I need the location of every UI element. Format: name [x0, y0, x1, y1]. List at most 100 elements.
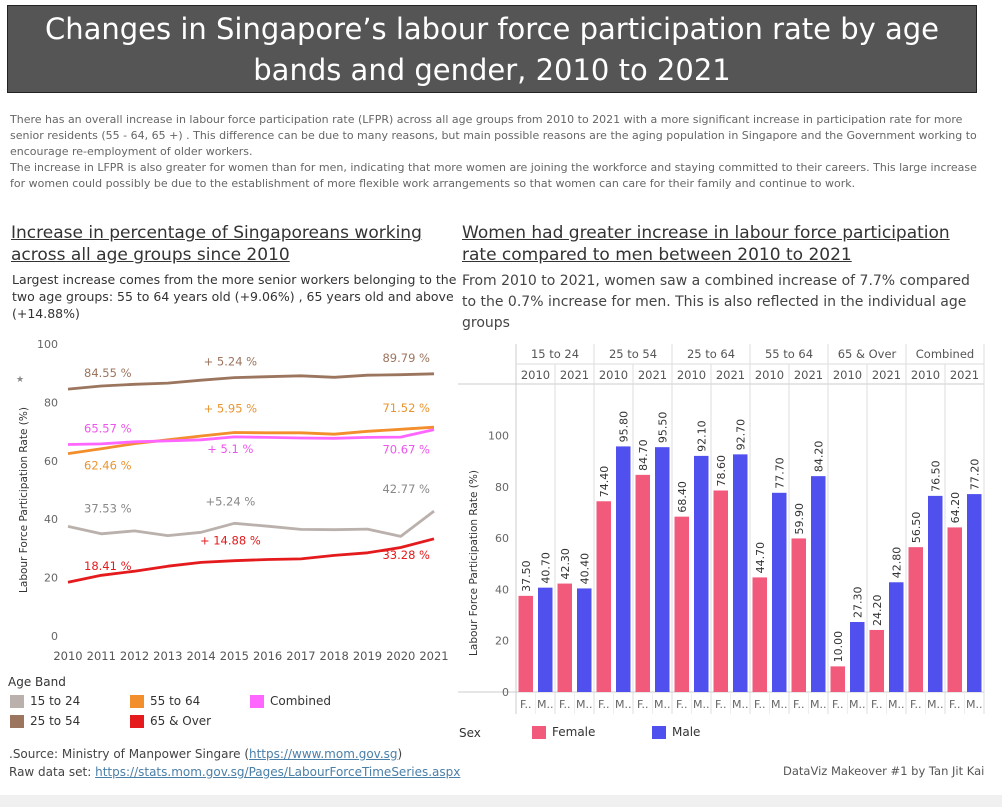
- legend-item-female[interactable]: Female: [532, 725, 595, 739]
- series-line-65-over: [67, 537, 435, 584]
- raw-prefix: Raw data set:: [9, 765, 96, 779]
- year-header: 2021: [794, 368, 823, 382]
- legend-label: 25 to 54: [30, 714, 81, 728]
- sex-tick-label: F..: [754, 698, 766, 711]
- start-value-label: 37.53 %: [84, 501, 132, 515]
- legend-item-55-to-64[interactable]: 55 to 64: [130, 694, 200, 708]
- bar: [733, 454, 748, 692]
- legend-item-15-to-24[interactable]: 15 to 24: [10, 694, 80, 708]
- bar-value-label: 59.90: [793, 503, 806, 535]
- bar-value-label: 76.50: [929, 460, 942, 492]
- bar-value-label: 56.50: [910, 512, 923, 544]
- bar-value-label: 68.40: [676, 481, 689, 513]
- right-sub-line-2: to the 0.7% increase for men. This is al…: [462, 294, 967, 310]
- sex-tick-label: M..: [771, 698, 787, 711]
- start-value-label: 18.41 %: [84, 559, 132, 573]
- sex-tick-label: F..: [715, 698, 727, 711]
- sex-legend-title: Sex: [459, 726, 481, 740]
- bar: [752, 577, 767, 692]
- y-tick-label: 100: [37, 338, 58, 351]
- raw-data-link[interactable]: https://stats.mom.gov.sg/Pages/LabourFor…: [95, 765, 461, 779]
- bar: [557, 583, 572, 692]
- group-header: 25 to 64: [687, 347, 735, 361]
- y-tick-label: 20: [495, 635, 509, 648]
- legend-swatch: [10, 714, 24, 728]
- series-line-15-to-24: [67, 509, 435, 538]
- bar-value-label: 74.40: [598, 466, 611, 498]
- sex-tick-label: F..: [637, 698, 649, 711]
- y-tick-label: 0: [502, 686, 509, 699]
- bar: [538, 587, 553, 692]
- sex-tick-label: M..: [927, 698, 943, 711]
- legend-item-65-and-over[interactable]: 65 & Over: [130, 714, 211, 728]
- raw-data-line: Raw data set: https://stats.mom.gov.sg/P…: [9, 765, 460, 779]
- left-chart-subtitle: Largest increase comes from the more sen…: [12, 271, 456, 322]
- year-header: 2021: [716, 368, 745, 382]
- intro-paragraph-1: There has an overall increase in labour …: [10, 113, 977, 158]
- bar-value-label: 77.20: [968, 459, 981, 491]
- right-sub-line-1: From 2010 to 2021, women saw a combined …: [462, 273, 970, 289]
- right-sub-line-3: groups: [462, 315, 510, 331]
- x-tick-label: 2018: [320, 649, 349, 663]
- sex-tick-label: F..: [871, 698, 883, 711]
- title-line-1: Changes in Singapore’s labour force part…: [44, 12, 939, 46]
- bar-value-label: 24.20: [871, 594, 884, 626]
- x-tick-label: 2019: [353, 649, 382, 663]
- sex-tick-label: F..: [793, 698, 805, 711]
- legend-item-25-to-54[interactable]: 25 to 54: [10, 714, 80, 728]
- end-value-label: 71.52 %: [382, 401, 430, 415]
- legend-item-male[interactable]: Male: [652, 725, 700, 739]
- bar-value-label: 95.80: [617, 411, 630, 443]
- start-value-label: 65.57 %: [84, 422, 132, 436]
- year-header: 2021: [638, 368, 667, 382]
- series-line-combined: [67, 428, 435, 446]
- bar: [850, 622, 865, 692]
- right-chart-subtitle: From 2010 to 2021, women saw a combined …: [462, 271, 970, 334]
- bar: [830, 666, 845, 692]
- change-label: + 5.24 %: [204, 355, 258, 369]
- left-sub-line-3: (+14.88%): [12, 306, 80, 321]
- y-axis-label: Labour Force Participation Rate (%): [468, 470, 480, 656]
- right-title-line-1: Women had greater increase in labour for…: [462, 223, 950, 243]
- year-header: 2010: [755, 368, 784, 382]
- legend-label: Male: [672, 725, 701, 739]
- y-tick-label: 80: [44, 396, 58, 409]
- year-header: 2010: [677, 368, 706, 382]
- bar-value-label: 10.00: [832, 631, 845, 663]
- change-label: + 14.88 %: [200, 534, 261, 548]
- source-link[interactable]: https://www.mom.gov.sg: [249, 747, 398, 761]
- sex-tick-label: F..: [676, 698, 688, 711]
- change-label: + 5.95 %: [204, 401, 258, 415]
- legend-label: 15 to 24: [30, 694, 81, 708]
- legend-swatch: [130, 714, 144, 728]
- sex-tick-label: M..: [810, 698, 826, 711]
- change-label: + 5.1 %: [207, 442, 253, 456]
- x-tick-label: 2010: [53, 649, 82, 663]
- legend-item-combined[interactable]: Combined: [250, 694, 331, 708]
- year-header: 2021: [560, 368, 589, 382]
- source-suffix: ): [397, 747, 403, 761]
- bar-value-label: 27.30: [851, 587, 864, 619]
- bar: [811, 476, 826, 692]
- left-title-line-1: Increase in percentage of Singaporeans w…: [11, 223, 422, 243]
- year-header: 2021: [872, 368, 901, 382]
- y-tick-label: 60: [44, 455, 58, 468]
- change-label: +5.24 %: [205, 494, 255, 508]
- sex-tick-label: F..: [520, 698, 532, 711]
- sex-tick-label: M..: [576, 698, 592, 711]
- bar-value-label: 92.70: [734, 419, 747, 451]
- credit-text: DataViz Makeover #1 by Tan Jit Kai: [783, 764, 985, 778]
- bar: [889, 582, 904, 692]
- sex-tick-label: M..: [537, 698, 553, 711]
- bar: [655, 447, 670, 692]
- bar-value-label: 77.70: [773, 457, 786, 489]
- group-header: 25 to 54: [609, 347, 657, 361]
- legend-label: 65 & Over: [150, 714, 212, 728]
- start-value-label: 84.55 %: [84, 366, 132, 380]
- legend-label: Female: [552, 725, 596, 739]
- y-tick-label: 0: [51, 630, 58, 643]
- source-line: .Source: Ministry of Manpower Singare (h…: [9, 747, 402, 761]
- bottom-strip: [0, 795, 1002, 807]
- sex-tick-label: M..: [615, 698, 631, 711]
- sex-tick-label: F..: [598, 698, 610, 711]
